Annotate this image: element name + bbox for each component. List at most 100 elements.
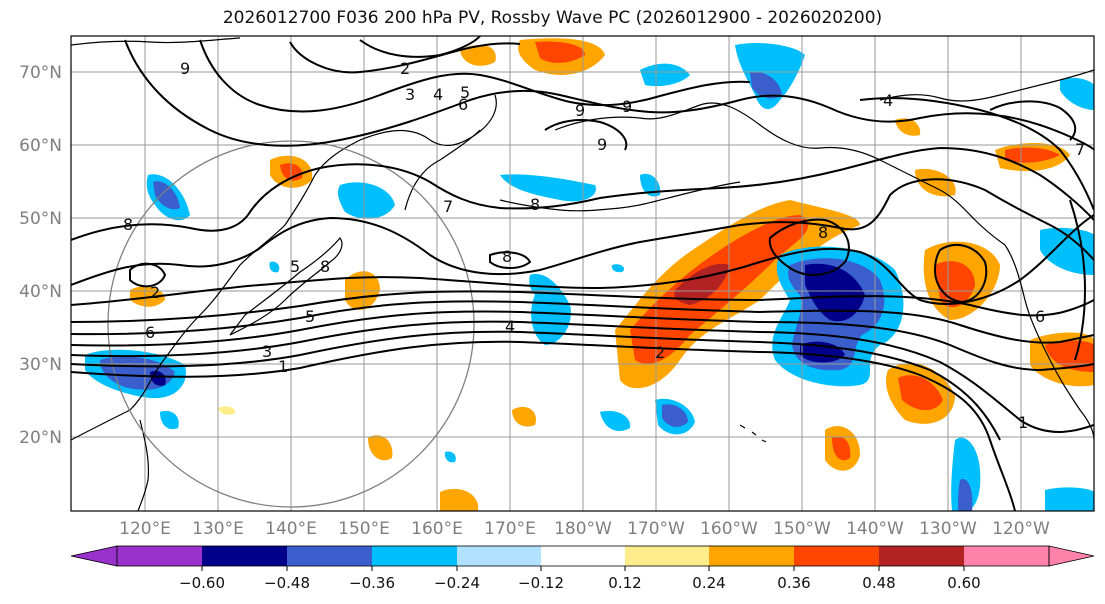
shade-negative-bering-north [735, 43, 805, 110]
colorbar-tick: 0.12 [608, 574, 641, 592]
colorbar-segment [202, 546, 287, 566]
shade-positive-small-4 [895, 118, 921, 136]
lon-label: 160°E [411, 519, 463, 539]
contour-label: 3 [262, 342, 272, 361]
contour-11 [199, 39, 751, 113]
lon-label: 140°W [846, 519, 904, 539]
lon-label: 140°E [265, 519, 317, 539]
coast-arctic-right [879, 69, 1094, 102]
colorbar-segment [879, 546, 964, 566]
lon-label: 150°W [773, 519, 831, 539]
colorbar-segment [709, 546, 794, 566]
contour-21 [989, 100, 1077, 141]
contour-label: 8 [123, 215, 133, 234]
reference-circle [107, 140, 475, 508]
contour-8 [71, 178, 1094, 286]
shade-negative-pacific-mid [529, 274, 571, 345]
lat-label: 40°N [19, 282, 62, 302]
contour-9 [71, 146, 1094, 241]
contour-label: 6 [1035, 307, 1045, 326]
shade-positive-small-2 [368, 435, 393, 461]
contour-label: 1 [278, 357, 288, 376]
contour-label: 8 [530, 195, 540, 214]
contour-label: 4 [433, 85, 443, 104]
colorbar-tick: 0.60 [947, 574, 980, 592]
contour-19 [544, 119, 628, 151]
map-border [70, 35, 1095, 512]
lat-label: 30°N [19, 355, 62, 375]
contour-label: 9 [575, 101, 585, 120]
contour-16 [489, 251, 532, 269]
shade-positive-top-left [460, 44, 496, 66]
shade-positive-bottom-inner [832, 436, 851, 461]
contour-3 [71, 320, 1094, 433]
shade-positive-top-center-inner [535, 41, 585, 63]
colorbar-tick: −0.24 [434, 574, 480, 592]
colorbar-tick: −0.60 [179, 574, 225, 592]
map-title: 2026012700 F036 200 hPa PV, Rossby Wave … [222, 8, 883, 28]
shade-negative-arctic [640, 63, 690, 87]
lat-label: 60°N [19, 136, 62, 156]
lon-label: 130°E [192, 519, 244, 539]
colorbar-tick: 0.36 [777, 574, 810, 592]
contour-13 [359, 36, 481, 58]
shade-negative-small-1-mid [662, 404, 688, 427]
contour-label: 4 [883, 91, 893, 110]
lon-label: 180°W [554, 519, 612, 539]
colorbar: −0.60 −0.48 −0.36 −0.24 −0.12 0.12 0.24 … [70, 545, 1095, 592]
contour-label: 8 [818, 223, 828, 242]
lon-label: 150°E [338, 519, 390, 539]
colorbar-segment [117, 546, 202, 566]
contour-label: 5 [305, 307, 315, 326]
lon-label: 130°W [919, 519, 977, 539]
contour-label: 6 [145, 323, 155, 342]
colorbar-segment [541, 546, 625, 566]
contour-17 [859, 97, 1094, 211]
contour-14 [768, 218, 850, 276]
contour-4 [71, 310, 1094, 372]
coast-hawaii [739, 424, 767, 443]
colorbar-segment [964, 546, 1049, 566]
colorbar-tick: 0.48 [862, 574, 895, 592]
colorbar-tick: −0.36 [349, 574, 395, 592]
colorbar-tick: −0.12 [518, 574, 564, 592]
coast-alaska [554, 102, 1006, 246]
shade-negative-tiny-3 [444, 451, 456, 463]
contour-label: 9 [597, 135, 607, 154]
lon-label: 120°W [992, 519, 1050, 539]
colorbar-extend-right [1048, 545, 1095, 567]
contour-5 [71, 300, 1094, 344]
lat-label: 70°N [19, 63, 62, 83]
shade-positive-small-5 [218, 406, 235, 415]
shade-negative-aleutian [500, 174, 596, 202]
colorbar-tick: −0.48 [264, 574, 310, 592]
colorbar-segment [457, 546, 541, 566]
coast-north-america [1004, 244, 1094, 441]
lon-label: 120°E [119, 519, 171, 539]
longitude-labels: 120°E 130°E 140°E 150°E 160°E 170°E 180°… [119, 519, 1050, 539]
colorbar-tick-marks [201, 566, 965, 571]
shade-negative-southeast-strip-mid [958, 479, 973, 511]
shade-negative-mongolia-mid [153, 181, 180, 210]
shade-positive-small-1 [512, 406, 536, 427]
shade-positive-south-east-inner [898, 375, 943, 411]
contour-label: 2 [400, 59, 410, 78]
shading-layer [85, 38, 1094, 511]
shade-negative-bering-north-mid [750, 71, 782, 99]
shade-negative-small-3 [640, 173, 661, 197]
coast-kamchatka [404, 129, 481, 211]
shade-negative-small-6 [1045, 487, 1094, 511]
contour-label: 1 [1018, 413, 1028, 432]
colorbar-segment [287, 546, 372, 566]
colorbar-border [116, 545, 1050, 567]
contour-10 [124, 39, 1094, 151]
shade-negative-top-right [1060, 77, 1094, 110]
lon-label: 170°W [627, 519, 685, 539]
contour-label: 5 [290, 257, 300, 276]
shade-negative-tiny-2 [611, 264, 625, 273]
shade-negative-small-2 [600, 410, 631, 432]
contour-label: 8 [502, 247, 512, 266]
coast-asia-east [71, 94, 497, 441]
contour-15 [933, 243, 988, 304]
